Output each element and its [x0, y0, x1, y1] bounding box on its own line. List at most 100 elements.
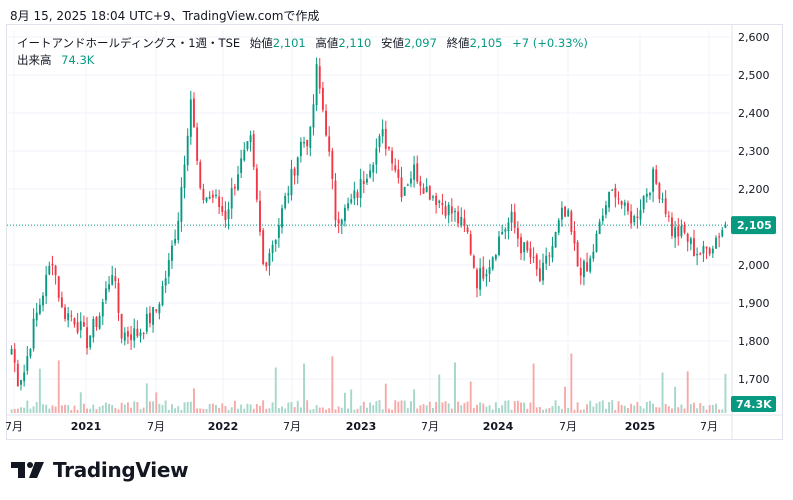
- candle-body: [516, 227, 519, 239]
- volume-bar: [476, 404, 478, 413]
- volume-bar: [721, 409, 724, 413]
- candle-body: [277, 225, 280, 238]
- high-label: 高値: [315, 36, 339, 50]
- volume-bar: [601, 400, 604, 413]
- volume-bar: [158, 403, 161, 413]
- volume-bar: [557, 405, 560, 413]
- candle-body: [108, 284, 111, 290]
- volume-bar: [617, 401, 620, 413]
- candle-body: [265, 262, 268, 267]
- volume-bar: [293, 407, 296, 413]
- candle-body: [579, 267, 582, 276]
- candle-body: [560, 207, 563, 220]
- candle-body: [120, 313, 123, 339]
- volume-bar: [312, 409, 315, 413]
- volume-bar: [664, 404, 667, 413]
- volume-bar: [13, 408, 16, 413]
- candle-body: [708, 248, 711, 254]
- candle-body: [410, 178, 412, 184]
- x-tick-label: 7月: [147, 420, 165, 433]
- candle-body: [117, 282, 120, 313]
- candle-body: [205, 197, 208, 202]
- volume-bar: [419, 405, 422, 413]
- candle-body: [630, 211, 633, 224]
- volume-bar: [171, 404, 173, 413]
- volume-bar: [677, 407, 680, 413]
- volume-bar: [441, 402, 444, 413]
- candle-body: [435, 195, 438, 205]
- y-tick-label: 2,400: [738, 107, 770, 120]
- candle-body: [183, 164, 186, 188]
- tradingview-logo[interactable]: TradingView: [11, 456, 189, 484]
- change-value: +7 (+0.33%): [512, 36, 588, 50]
- candle-body: [287, 193, 290, 196]
- volume-bar: [299, 407, 302, 413]
- candle-body: [623, 202, 626, 206]
- candle-body: [545, 255, 548, 264]
- chart-frame[interactable]: [6, 24, 783, 440]
- volume-bar: [328, 408, 331, 413]
- candle-body: [13, 348, 16, 363]
- candle-body: [592, 251, 595, 259]
- candle-body: [564, 206, 566, 217]
- volume-bar: [271, 402, 274, 413]
- volume-bar: [224, 406, 227, 413]
- volume-bar: [152, 401, 155, 413]
- volume-bar: [347, 408, 350, 413]
- volume-bar: [403, 400, 406, 413]
- candle-body: [576, 242, 579, 267]
- candle-body: [652, 168, 655, 192]
- volume-bar: [438, 374, 441, 413]
- volume-bar: [26, 400, 29, 413]
- open-label: 始値: [249, 36, 273, 50]
- candle-body: [139, 332, 142, 336]
- volume-bar: [20, 407, 22, 413]
- candle-body: [406, 184, 409, 186]
- candle-body: [111, 275, 114, 285]
- volume-bar: [38, 368, 41, 413]
- volume-bar: [466, 401, 469, 413]
- volume-bar: [230, 407, 233, 413]
- volume-bar: [306, 400, 309, 413]
- volume-bar: [526, 408, 529, 413]
- y-tick-label: 2,000: [738, 259, 770, 272]
- y-tick-label: 1,900: [738, 297, 770, 310]
- last-price-badge: [731, 216, 776, 235]
- candle-body: [677, 226, 680, 237]
- candle-body: [476, 269, 478, 289]
- volume-bar: [633, 405, 636, 413]
- candle-body: [535, 255, 538, 270]
- candle-body: [350, 199, 353, 203]
- candle-body: [249, 135, 252, 143]
- volume-bar: [296, 400, 299, 413]
- candle-body: [306, 140, 309, 147]
- last-price-badge-label: 2,105: [737, 219, 772, 232]
- volume-bar: [387, 408, 390, 413]
- volume-bar: [567, 407, 570, 413]
- candle-body: [494, 254, 497, 260]
- candle-body: [255, 168, 258, 200]
- candle-body: [482, 266, 485, 279]
- volume-legend: 出来高 74.3K: [17, 52, 94, 68]
- candle-body: [70, 315, 73, 317]
- candle-body: [48, 265, 51, 275]
- candle-body: [548, 255, 551, 257]
- volume-bar: [479, 402, 482, 413]
- volume-bar: [240, 404, 243, 413]
- volume-bar: [384, 383, 387, 413]
- volume-bar: [177, 406, 180, 413]
- volume-bar: [674, 386, 677, 413]
- volume-bar: [340, 407, 343, 413]
- volume-bar: [142, 407, 145, 413]
- candle-body: [705, 246, 708, 249]
- volume-bar: [318, 407, 321, 413]
- candle-body: [485, 274, 488, 277]
- tradingview-logo-icon: [11, 462, 44, 478]
- volume-bar: [488, 405, 491, 413]
- candle-body: [387, 147, 390, 149]
- candle-body: [347, 203, 350, 209]
- volume-bar: [510, 409, 513, 413]
- candle-body: [95, 317, 98, 327]
- candle-body: [167, 260, 170, 277]
